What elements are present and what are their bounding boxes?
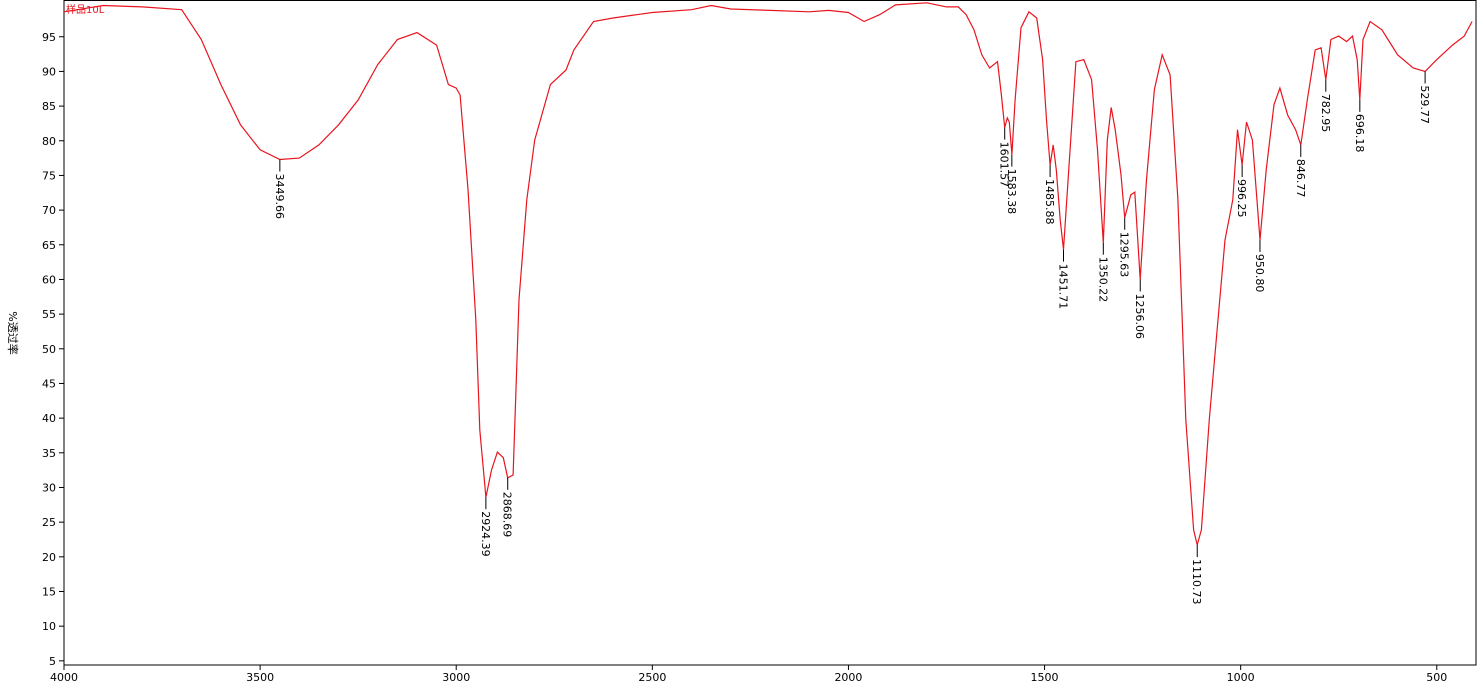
peak-label: 1350.22 (1096, 257, 1109, 303)
y-tick-label: 40 (42, 412, 56, 425)
y-tick-label: 5 (49, 655, 56, 668)
peak-label: 696.18 (1353, 114, 1366, 152)
peak-label: 1295.63 (1118, 232, 1131, 278)
peak-label: 996.25 (1235, 179, 1248, 218)
x-tick-label: 3500 (246, 671, 274, 684)
y-tick-label: 55 (42, 308, 56, 321)
x-tick-label: 2000 (834, 671, 862, 684)
peak-label: 950.80 (1253, 254, 1266, 293)
series-label: 样品10L (66, 3, 105, 16)
peak-label: 782.95 (1319, 94, 1332, 133)
peak-label: 3449.66 (273, 173, 286, 219)
peak-label: 1110.73 (1190, 559, 1203, 605)
spectrum-line (63, 2, 1473, 546)
y-tick-label: 50 (42, 343, 56, 356)
y-tick-label: 65 (42, 239, 56, 252)
peak-label: 1583.38 (1005, 169, 1018, 215)
y-tick-label: 10 (42, 620, 56, 633)
x-tick-label: 3000 (442, 671, 470, 684)
peak-label: 1256.06 (1133, 293, 1146, 339)
y-tick-label: 35 (42, 447, 56, 460)
y-tick-label: 70 (42, 204, 56, 217)
y-tick-label: 95 (42, 31, 56, 44)
y-tick-label: 15 (42, 585, 56, 598)
y-axis-label: %透过率 (6, 311, 20, 354)
y-tick-label: 20 (42, 551, 56, 564)
x-tick-label: 4000 (50, 671, 78, 684)
y-tick-label: 25 (42, 516, 56, 529)
y-tick-label: 30 (42, 481, 56, 494)
peak-label: 1451.71 (1056, 264, 1069, 310)
peak-label: 2924.39 (479, 511, 492, 557)
peak-label: 846.77 (1294, 159, 1307, 198)
x-tick-label: 1500 (1031, 671, 1059, 684)
x-tick-label: 1000 (1227, 671, 1255, 684)
x-tick-label: 500 (1426, 671, 1447, 684)
y-tick-label: 85 (42, 100, 56, 113)
plot-frame (63, 0, 1477, 666)
y-tick-label: 60 (42, 273, 56, 286)
peak-label: 1601.57 (998, 142, 1011, 188)
peak-label: 1485.88 (1043, 179, 1056, 225)
x-tick-label: 2500 (638, 671, 666, 684)
y-tick-label: 80 (42, 135, 56, 148)
peak-label: 529.77 (1418, 85, 1431, 124)
y-tick-label: 75 (42, 169, 56, 182)
y-tick-label: 90 (42, 65, 56, 78)
y-tick-label: 45 (42, 377, 56, 390)
peak-label: 2868.69 (501, 492, 514, 537)
